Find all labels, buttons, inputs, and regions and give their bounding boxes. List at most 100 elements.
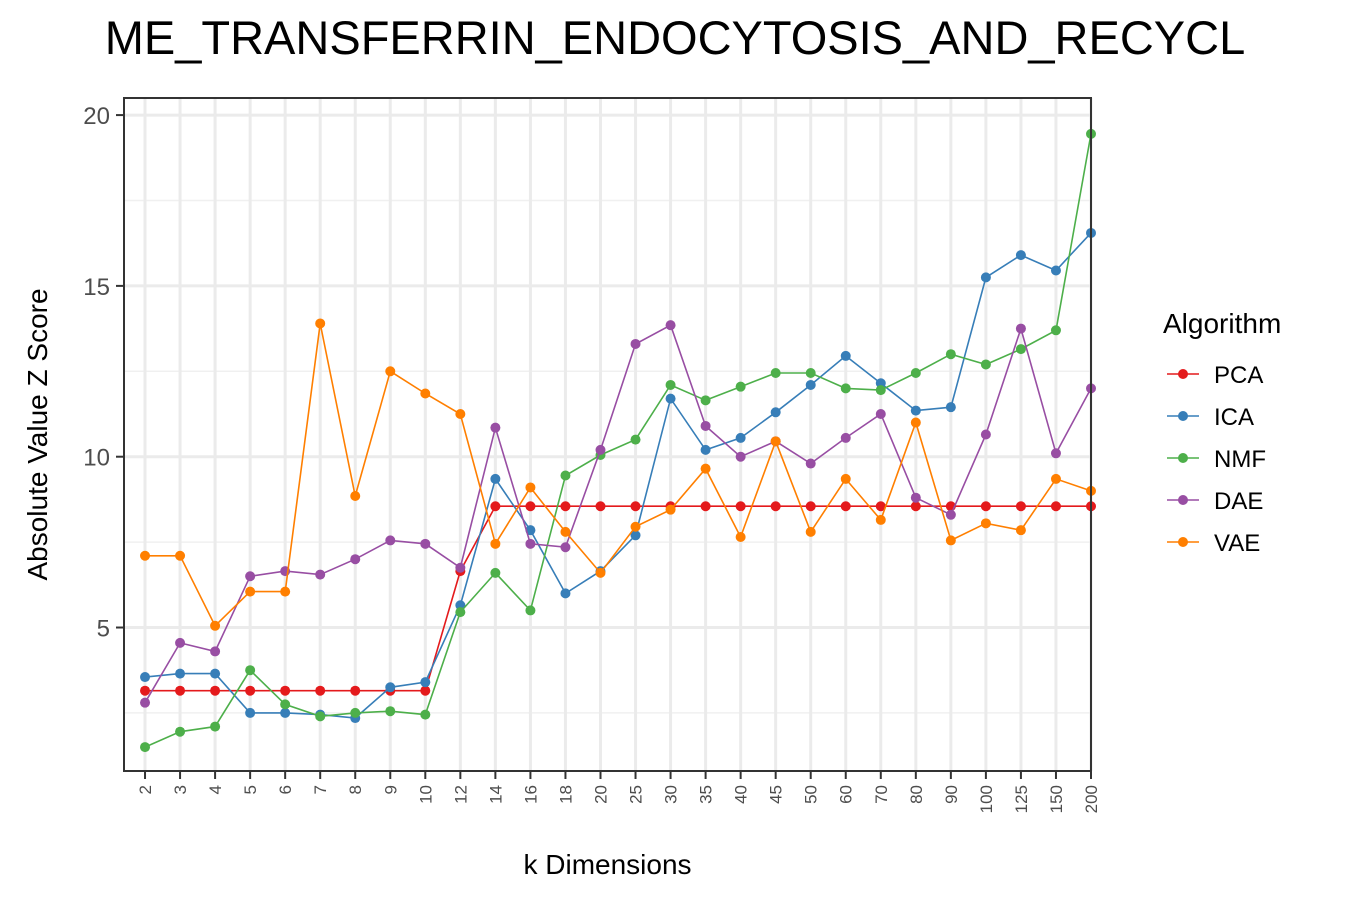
- data-point-ica: [630, 530, 641, 541]
- data-point-ica: [175, 668, 186, 679]
- data-point-dae: [140, 697, 151, 708]
- series-line-ica: [144, 232, 1092, 719]
- data-point-nmf: [525, 605, 536, 616]
- x-tick-label: 10: [416, 785, 435, 804]
- data-point-nmf: [210, 721, 221, 732]
- data-point-dae: [455, 562, 466, 573]
- x-tick-label: 4: [206, 785, 225, 794]
- data-point-vae: [1050, 473, 1061, 484]
- data-point-dae: [630, 338, 641, 349]
- series-ica: [140, 227, 1096, 724]
- data-point-ica: [735, 432, 746, 443]
- legend-key-point: [1178, 411, 1188, 421]
- data-point-nmf: [700, 395, 711, 406]
- x-tick-label: 16: [521, 785, 540, 804]
- x-tick-label: 50: [802, 785, 821, 804]
- legend-key-point: [1178, 369, 1188, 379]
- data-point-ica: [665, 393, 676, 404]
- legend-key-point: [1178, 537, 1188, 547]
- data-point-ica: [910, 405, 921, 416]
- data-point-vae: [210, 620, 221, 631]
- data-point-dae: [490, 422, 501, 433]
- legend-label-dae: DAE: [1214, 488, 1263, 515]
- data-point-pca: [245, 685, 256, 696]
- data-point-vae: [770, 436, 781, 447]
- data-point-nmf: [560, 470, 571, 481]
- y-axis-title: Absolute Value Z Score: [22, 288, 53, 580]
- legend-key-point: [1178, 453, 1188, 463]
- data-point-vae: [385, 366, 396, 377]
- data-point-nmf: [805, 368, 816, 379]
- x-tick-label: 45: [767, 785, 786, 804]
- legend-title: Algorithm: [1163, 308, 1281, 339]
- data-point-dae: [875, 409, 886, 420]
- x-tick-label: 70: [872, 785, 891, 804]
- data-point-dae: [245, 571, 256, 582]
- data-point-dae: [945, 509, 956, 520]
- data-point-dae: [980, 429, 991, 440]
- x-tick-label: 25: [627, 785, 646, 804]
- data-point-dae: [560, 542, 571, 553]
- data-point-vae: [245, 586, 256, 597]
- data-point-vae: [525, 482, 536, 493]
- data-point-dae: [840, 432, 851, 443]
- data-point-nmf: [665, 379, 676, 390]
- x-tick-label: 14: [486, 785, 505, 804]
- series-dae: [140, 320, 1096, 708]
- data-point-dae: [525, 538, 536, 549]
- data-point-nmf: [770, 368, 781, 379]
- data-point-pca: [840, 501, 851, 512]
- data-point-vae: [315, 318, 326, 329]
- data-point-ica: [945, 402, 956, 413]
- data-point-ica: [1015, 250, 1026, 261]
- x-tick-label: 9: [381, 785, 400, 794]
- x-tick-label: 30: [662, 785, 681, 804]
- data-point-ica: [875, 378, 886, 389]
- panel-border: [123, 97, 1092, 772]
- grid-major: [124, 98, 1093, 771]
- data-point-ica: [805, 379, 816, 390]
- data-point-vae: [420, 388, 431, 399]
- data-point-pca: [770, 501, 781, 512]
- data-point-ica: [245, 707, 256, 718]
- data-point-ica: [525, 525, 536, 536]
- legend-label-vae: VAE: [1214, 530, 1260, 557]
- data-point-pca: [140, 685, 151, 696]
- x-tick-label: 80: [907, 785, 926, 804]
- legend: Algorithm PCA ICA NMF DAE VAE: [1163, 308, 1281, 557]
- data-point-nmf: [455, 607, 466, 618]
- x-tick-label: 60: [837, 785, 856, 804]
- x-tick-label: 6: [276, 785, 295, 794]
- data-point-pca: [910, 501, 921, 512]
- data-point-ica: [700, 444, 711, 455]
- data-point-dae: [910, 492, 921, 503]
- data-point-nmf: [1015, 344, 1026, 355]
- data-point-nmf: [1050, 325, 1061, 336]
- x-tick-label: 8: [346, 785, 365, 794]
- data-point-ica: [560, 588, 571, 599]
- data-point-vae: [945, 535, 956, 546]
- data-point-pca: [280, 685, 291, 696]
- data-point-vae: [700, 463, 711, 474]
- x-tick-label: 125: [1012, 785, 1031, 813]
- data-point-vae: [455, 409, 466, 420]
- data-point-vae: [140, 550, 151, 561]
- data-point-ica: [490, 473, 501, 484]
- x-tick-label: 35: [697, 785, 716, 804]
- data-point-dae: [315, 569, 326, 580]
- data-point-dae: [350, 554, 361, 565]
- x-tick-label: 100: [977, 785, 996, 813]
- legend-label-nmf: NMF: [1214, 446, 1266, 473]
- data-point-pca: [210, 685, 221, 696]
- data-point-pca: [630, 501, 641, 512]
- x-tick-label: 18: [556, 785, 575, 804]
- data-point-nmf: [245, 665, 256, 676]
- x-tick-label: 40: [732, 785, 751, 804]
- x-tick-label: 2: [136, 785, 155, 794]
- data-point-ica: [210, 668, 221, 679]
- data-point-ica: [420, 677, 431, 688]
- data-point-pca: [350, 685, 361, 696]
- data-point-pca: [420, 685, 431, 696]
